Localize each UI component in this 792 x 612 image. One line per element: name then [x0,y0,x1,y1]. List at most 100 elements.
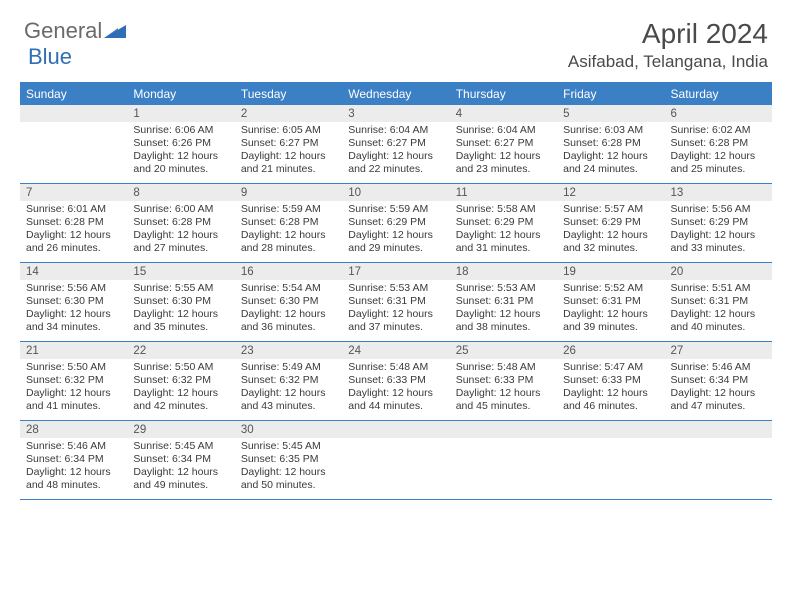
month-title: April 2024 [568,18,768,50]
day-info: Sunrise: 5:59 AMSunset: 6:29 PMDaylight:… [342,201,449,256]
day-cell: 28Sunrise: 5:46 AMSunset: 6:34 PMDayligh… [20,421,127,499]
day-info: Sunrise: 6:02 AMSunset: 6:28 PMDaylight:… [665,122,772,177]
sunrise-text: Sunrise: 5:45 AM [241,440,336,453]
day-info: Sunrise: 6:04 AMSunset: 6:27 PMDaylight:… [450,122,557,177]
sunrise-text: Sunrise: 6:05 AM [241,124,336,137]
sunset-text: Sunset: 6:31 PM [456,295,551,308]
day-headers-row: Sunday Monday Tuesday Wednesday Thursday… [20,84,772,105]
daylight-text: Daylight: 12 hours and 41 minutes. [26,387,121,413]
sunrise-text: Sunrise: 5:49 AM [241,361,336,374]
day-number: 27 [665,342,772,359]
day-cell [20,105,127,183]
sunset-text: Sunset: 6:27 PM [241,137,336,150]
daylight-text: Daylight: 12 hours and 22 minutes. [348,150,443,176]
day-number: 23 [235,342,342,359]
sunrise-text: Sunrise: 5:57 AM [563,203,658,216]
daylight-text: Daylight: 12 hours and 35 minutes. [133,308,228,334]
day-number: 19 [557,263,664,280]
day-number: 20 [665,263,772,280]
day-info: Sunrise: 5:53 AMSunset: 6:31 PMDaylight:… [342,280,449,335]
sunrise-text: Sunrise: 6:01 AM [26,203,121,216]
day-cell: 15Sunrise: 5:55 AMSunset: 6:30 PMDayligh… [127,263,234,341]
day-cell: 8Sunrise: 6:00 AMSunset: 6:28 PMDaylight… [127,184,234,262]
daylight-text: Daylight: 12 hours and 26 minutes. [26,229,121,255]
logo-text-general: General [24,18,102,44]
sunset-text: Sunset: 6:28 PM [563,137,658,150]
sunset-text: Sunset: 6:33 PM [563,374,658,387]
day-cell: 17Sunrise: 5:53 AMSunset: 6:31 PMDayligh… [342,263,449,341]
day-cell: 30Sunrise: 5:45 AMSunset: 6:35 PMDayligh… [235,421,342,499]
daylight-text: Daylight: 12 hours and 20 minutes. [133,150,228,176]
daylight-text: Daylight: 12 hours and 42 minutes. [133,387,228,413]
day-header-friday: Friday [557,84,664,105]
day-header-tuesday: Tuesday [235,84,342,105]
sunset-text: Sunset: 6:31 PM [671,295,766,308]
day-cell: 24Sunrise: 5:48 AMSunset: 6:33 PMDayligh… [342,342,449,420]
sunset-text: Sunset: 6:27 PM [348,137,443,150]
day-info: Sunrise: 6:00 AMSunset: 6:28 PMDaylight:… [127,201,234,256]
sunset-text: Sunset: 6:34 PM [671,374,766,387]
sunset-text: Sunset: 6:32 PM [133,374,228,387]
sunrise-text: Sunrise: 5:50 AM [26,361,121,374]
sunrise-text: Sunrise: 5:59 AM [348,203,443,216]
daylight-text: Daylight: 12 hours and 34 minutes. [26,308,121,334]
daylight-text: Daylight: 12 hours and 50 minutes. [241,466,336,492]
sunset-text: Sunset: 6:31 PM [348,295,443,308]
sunrise-text: Sunrise: 5:58 AM [456,203,551,216]
sunrise-text: Sunrise: 5:53 AM [348,282,443,295]
sunset-text: Sunset: 6:33 PM [348,374,443,387]
daylight-text: Daylight: 12 hours and 48 minutes. [26,466,121,492]
day-number: 3 [342,105,449,122]
daylight-text: Daylight: 12 hours and 39 minutes. [563,308,658,334]
day-cell [557,421,664,499]
sunset-text: Sunset: 6:33 PM [456,374,551,387]
day-number: 4 [450,105,557,122]
day-number: 7 [20,184,127,201]
day-cell: 7Sunrise: 6:01 AMSunset: 6:28 PMDaylight… [20,184,127,262]
sunrise-text: Sunrise: 5:45 AM [133,440,228,453]
sunrise-text: Sunrise: 5:50 AM [133,361,228,374]
day-info: Sunrise: 5:57 AMSunset: 6:29 PMDaylight:… [557,201,664,256]
day-cell: 1Sunrise: 6:06 AMSunset: 6:26 PMDaylight… [127,105,234,183]
sunrise-text: Sunrise: 5:56 AM [26,282,121,295]
day-cell: 9Sunrise: 5:59 AMSunset: 6:28 PMDaylight… [235,184,342,262]
daylight-text: Daylight: 12 hours and 21 minutes. [241,150,336,176]
day-cell: 25Sunrise: 5:48 AMSunset: 6:33 PMDayligh… [450,342,557,420]
sunrise-text: Sunrise: 6:04 AM [456,124,551,137]
day-number [665,421,772,438]
day-cell [665,421,772,499]
daylight-text: Daylight: 12 hours and 28 minutes. [241,229,336,255]
day-number: 11 [450,184,557,201]
daylight-text: Daylight: 12 hours and 47 minutes. [671,387,766,413]
day-cell: 26Sunrise: 5:47 AMSunset: 6:33 PMDayligh… [557,342,664,420]
sunrise-text: Sunrise: 6:04 AM [348,124,443,137]
day-number [20,105,127,122]
day-cell [450,421,557,499]
day-info: Sunrise: 5:50 AMSunset: 6:32 PMDaylight:… [20,359,127,414]
day-number: 28 [20,421,127,438]
day-cell: 22 Sunrise: 5:50 AMSunset: 6:32 PMDayligh… [127,342,234,420]
day-number: 13 [665,184,772,201]
day-cell: 18Sunrise: 5:53 AMSunset: 6:31 PMDayligh… [450,263,557,341]
daylight-text: Daylight: 12 hours and 31 minutes. [456,229,551,255]
sunset-text: Sunset: 6:28 PM [26,216,121,229]
day-cell: 11Sunrise: 5:58 AMSunset: 6:29 PMDayligh… [450,184,557,262]
day-info: Sunrise: 6:01 AMSunset: 6:28 PMDaylight:… [20,201,127,256]
day-number: 18 [450,263,557,280]
daylight-text: Daylight: 12 hours and 38 minutes. [456,308,551,334]
day-info: Sunrise: 5:46 AMSunset: 6:34 PMDaylight:… [20,438,127,493]
day-info: Sunrise: 6:04 AMSunset: 6:27 PMDaylight:… [342,122,449,177]
day-number [342,421,449,438]
day-info: Sunrise: 5:46 AMSunset: 6:34 PMDaylight:… [665,359,772,414]
day-cell: 5Sunrise: 6:03 AMSunset: 6:28 PMDaylight… [557,105,664,183]
daylight-text: Daylight: 12 hours and 40 minutes. [671,308,766,334]
day-number: 22 [127,342,234,359]
day-header-thursday: Thursday [450,84,557,105]
sunset-text: Sunset: 6:30 PM [241,295,336,308]
day-info: Sunrise: 5:47 AMSunset: 6:33 PMDaylight:… [557,359,664,414]
sunset-text: Sunset: 6:27 PM [456,137,551,150]
day-info: Sunrise: 5:59 AMSunset: 6:28 PMDaylight:… [235,201,342,256]
day-header-saturday: Saturday [665,84,772,105]
sunrise-text: Sunrise: 6:00 AM [133,203,228,216]
week-row: 28Sunrise: 5:46 AMSunset: 6:34 PMDayligh… [20,421,772,500]
